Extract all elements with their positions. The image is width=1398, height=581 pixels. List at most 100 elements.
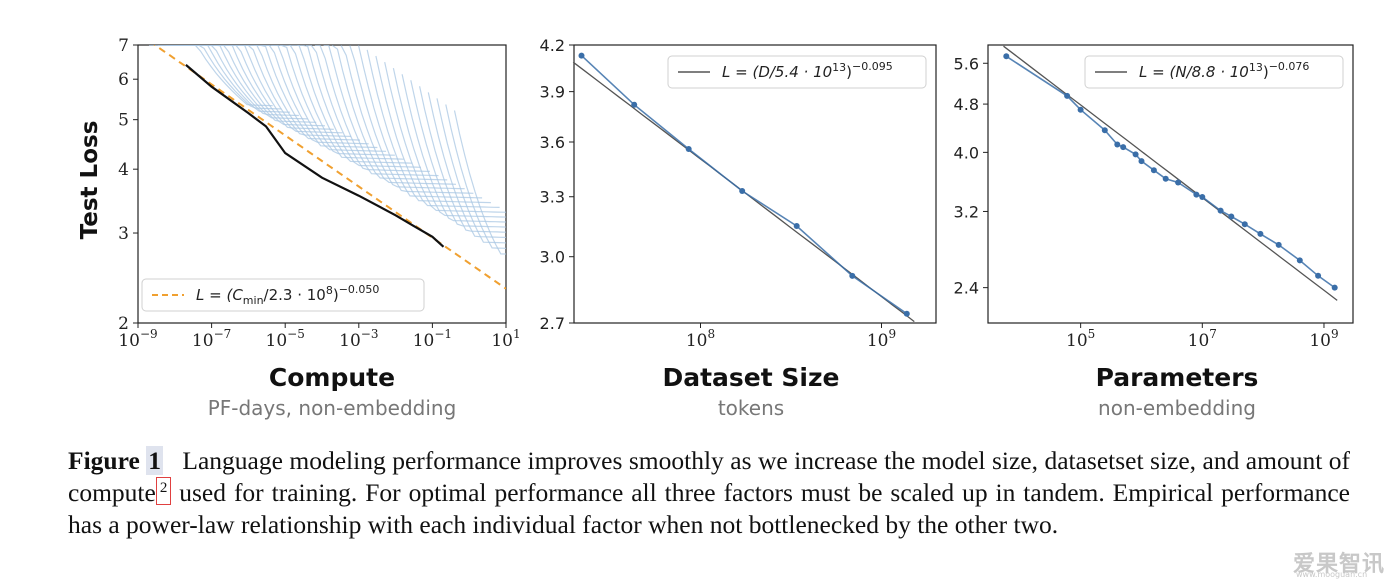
data-point [1150, 167, 1157, 174]
legend-label: L = (N/8.8 · 1013)−0.076 [1139, 60, 1309, 81]
x-axis-label: Dataset Size [662, 363, 839, 392]
y-tick-label: 2.7 [540, 314, 565, 333]
y-ticks: 2.7 3.0 3.3 3.6 3.9 4.2 [540, 36, 574, 333]
legend: L = (D/5.4 · 1013)−0.095 [667, 55, 927, 89]
series-line [1005, 55, 1336, 289]
x-axis-label: Compute [269, 363, 395, 392]
power-law-fit [1003, 45, 1338, 301]
data-point [739, 188, 746, 194]
data-point [1162, 175, 1169, 182]
training-run-curve [375, 55, 500, 208]
compute-panel: 2 3 4 5 6 7 10−9 10−7 10−5 10−3 10−1 101 L = (Cmin… [77, 36, 521, 420]
data-point [1296, 257, 1303, 264]
plot-frame [987, 44, 1354, 324]
x-tick-label: 10−3 [339, 327, 378, 351]
x-tick-label: 10−5 [266, 327, 305, 351]
compute-efficient-frontier [185, 64, 445, 248]
data-point [1193, 191, 1200, 198]
y-tick-label: 3.6 [540, 133, 565, 152]
legend-box [667, 55, 927, 89]
training-run-curve [271, 45, 395, 156]
data-point [1331, 284, 1338, 291]
parameters-panel: 2.4 3.2 4.0 4.8 5.6 105 107 109 L = (N/8.8 · 1… [954, 44, 1354, 420]
data-series [578, 52, 910, 317]
dataset-size-panel: 2.7 3.0 3.3 3.6 3.9 4.2 108 109 L = (D/5.4 · 1… [540, 36, 937, 420]
y-tick-label: 2 [118, 314, 129, 334]
x-ticks: 108 109 [686, 323, 896, 351]
data-point [685, 146, 692, 152]
data-point [1315, 272, 1322, 279]
y-tick-label: 3.3 [540, 188, 565, 207]
y-ticks: 2 3 4 5 6 7 [118, 36, 138, 334]
training-run-curve [410, 80, 506, 228]
figure: 2 3 4 5 6 7 10−9 10−7 10−5 10−3 10−1 101 L = (Cmin… [77, 36, 1354, 420]
caption-text-1: Language modeling performance improves s… [68, 446, 1351, 507]
legend-label: L = (Cmin/2.3 · 108)−0.050 [196, 283, 379, 307]
training-run-curve [436, 98, 506, 244]
data-point [1077, 106, 1084, 113]
y-tick-label: 4.0 [954, 143, 979, 162]
training-run-curve [384, 61, 506, 213]
data-point [1064, 92, 1071, 99]
training-run-curve [419, 86, 506, 233]
training-run-curve [349, 45, 474, 194]
training-run-curve [445, 104, 506, 249]
y-tick-label: 2.4 [954, 279, 979, 298]
y-tick-label: 3.2 [954, 202, 979, 221]
x-tick-label: 109 [1309, 327, 1338, 351]
caption-label: Figure [68, 446, 140, 475]
x-tick-label: 105 [1066, 327, 1095, 351]
x-ticks: 105 107 109 [1066, 323, 1339, 351]
data-point [1003, 53, 1010, 60]
caption-number[interactable]: 1 [146, 446, 163, 475]
data-point [1228, 213, 1235, 220]
x-axis-sublabel: non-embedding [1098, 396, 1256, 420]
data-series [1003, 53, 1338, 291]
training-run-curve [427, 92, 506, 239]
training-run-curve [340, 45, 465, 190]
legend: L = (Cmin/2.3 · 108)−0.050 [141, 278, 425, 312]
data-point [1120, 144, 1127, 151]
data-point [1138, 158, 1145, 165]
y-tick-label: 3 [118, 224, 129, 244]
plot-frame [137, 44, 507, 324]
data-point [631, 101, 638, 108]
x-axis-sublabel: tokens [718, 396, 784, 420]
data-point [1241, 221, 1248, 228]
x-axis-label: Parameters [1096, 363, 1259, 392]
data-point [578, 52, 585, 59]
data-point [1132, 151, 1139, 158]
training-run-curve [288, 45, 413, 164]
training-run-curve [253, 45, 378, 149]
training-run-curve [306, 45, 430, 172]
y-tick-label: 3.0 [540, 248, 565, 267]
y-tick-label: 6 [118, 70, 129, 90]
y-ticks: 2.4 3.2 4.0 4.8 5.6 [954, 54, 988, 298]
y-tick-label: 4.2 [540, 36, 565, 55]
legend-box [141, 278, 425, 312]
training-run-curve [401, 74, 506, 223]
data-point [1217, 207, 1224, 214]
y-tick-label: 5 [118, 111, 129, 131]
legend-label: L = (D/5.4 · 1013)−0.095 [722, 60, 893, 81]
data-point [1275, 241, 1282, 248]
plot-frame [573, 44, 937, 324]
training-run-curve [331, 45, 457, 185]
figure-caption: Figure 1 Language modeling performance i… [68, 445, 1350, 541]
training-run-curve [392, 67, 506, 218]
y-tick-label: 4.8 [954, 95, 979, 114]
data-point [1175, 179, 1182, 186]
data-point [1114, 141, 1121, 148]
y-axis-label: Test Loss [77, 121, 103, 240]
training-run-curve [323, 45, 448, 181]
x-tick-label: 108 [686, 327, 715, 351]
data-point [1199, 194, 1206, 200]
y-tick-label: 5.6 [954, 54, 979, 73]
frontier-line [185, 64, 445, 248]
series-line [580, 55, 908, 315]
x-axis-sublabel: PF-days, non-embedding [208, 396, 457, 420]
footnote-ref[interactable]: 2 [155, 476, 172, 505]
y-tick-label: 3.9 [540, 83, 565, 102]
x-ticks: 10−9 10−7 10−5 10−3 10−1 101 [118, 323, 521, 351]
data-point [793, 223, 800, 229]
